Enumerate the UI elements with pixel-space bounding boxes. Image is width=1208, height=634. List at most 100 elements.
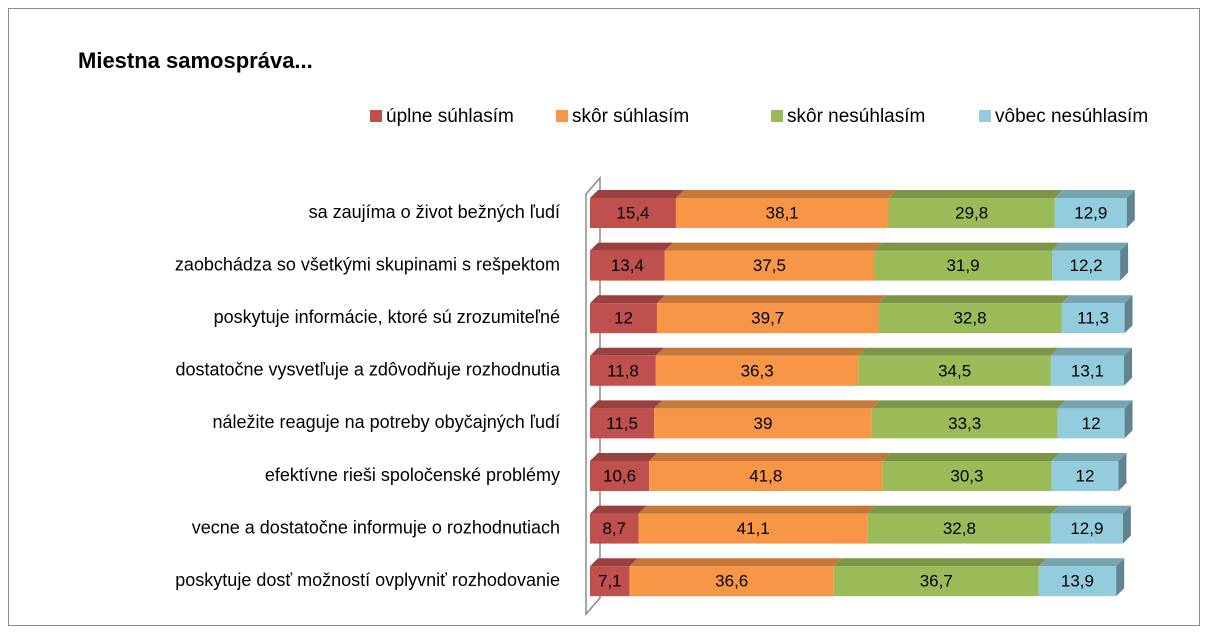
value-label: 13,1 (1071, 361, 1104, 380)
bar (590, 513, 639, 544)
bar-top (874, 242, 1061, 251)
value-label: 8,7 (602, 519, 626, 538)
value-label: 11,3 (1077, 309, 1109, 328)
category-label: efektívne rieši spoločenské problémy (265, 465, 560, 485)
bar-top (664, 242, 883, 251)
back-wall (585, 176, 601, 616)
bar (1057, 408, 1125, 439)
bar (1061, 303, 1125, 334)
category-label: poskytuje dosť možností ovplyvniť rozhod… (175, 570, 560, 590)
bar-top (654, 400, 880, 409)
value-label: 12 (614, 309, 633, 328)
bar (874, 250, 1053, 281)
value-label: 13,4 (611, 256, 644, 275)
bar-top (629, 558, 842, 567)
bar (654, 408, 872, 439)
bar (867, 513, 1051, 544)
bar (656, 303, 879, 334)
bar (1052, 250, 1121, 281)
bar (590, 198, 676, 228)
bar-side (1124, 400, 1133, 439)
bar-top (867, 505, 1059, 514)
bar-top (656, 295, 887, 304)
value-label: 15,4 (616, 203, 649, 222)
bar-side (1116, 558, 1125, 597)
value-label: 39,7 (751, 309, 784, 328)
category-label: sa zaujíma o život bežných ľudí (309, 202, 560, 222)
bar (1054, 198, 1127, 228)
bar (1050, 513, 1123, 544)
value-label: 12 (1082, 414, 1101, 433)
legend-swatch (370, 110, 382, 122)
bar-top (590, 453, 658, 461)
value-label: 7,1 (598, 572, 622, 591)
value-label: 37,5 (753, 256, 786, 275)
bar (590, 355, 656, 386)
bar-side (1124, 295, 1133, 334)
bar (590, 461, 650, 491)
bar-side (1120, 242, 1129, 281)
value-label: 33,3 (948, 414, 981, 433)
bar (1050, 355, 1125, 386)
bar (590, 250, 665, 281)
bar-side (1126, 190, 1135, 228)
legend-swatch (979, 110, 991, 122)
bar (675, 198, 889, 228)
value-label: 36,3 (741, 361, 774, 380)
bar-top (590, 295, 665, 304)
bar-top (590, 505, 647, 514)
value-label: 39 (754, 414, 773, 433)
bar-top (1061, 295, 1133, 304)
bar (590, 566, 630, 597)
category-label: zaobchádza so všetkými skupinami s rešpe… (175, 254, 560, 274)
bar-top (590, 190, 684, 198)
bar-top (590, 558, 638, 567)
bar-top (675, 190, 897, 198)
bar (871, 408, 1058, 439)
value-label: 13,9 (1061, 572, 1094, 591)
value-label: 11,8 (607, 361, 639, 380)
bar-top (871, 400, 1066, 409)
bar (1051, 461, 1119, 491)
value-label: 10,6 (603, 466, 636, 485)
bar-top (1051, 453, 1127, 461)
bar-top (1054, 190, 1135, 198)
value-label: 36,6 (715, 572, 748, 591)
legend-label: vôbec nesúhlasím (995, 106, 1148, 127)
value-label: 36,7 (920, 572, 953, 591)
bar-top (1057, 400, 1133, 409)
legend-swatch (556, 110, 568, 122)
bar-top (1050, 505, 1131, 514)
bar (882, 461, 1052, 491)
category-label: vecne a dostatočne informuje o rozhodnut… (192, 517, 560, 537)
bar-top (649, 453, 891, 461)
bar (590, 408, 655, 439)
value-label: 12,2 (1070, 256, 1103, 275)
category-label: náležite reaguje na potreby obyčajných ľ… (213, 412, 560, 432)
value-label: 32,8 (943, 519, 976, 538)
bar-side (1124, 347, 1133, 386)
bar-side (1122, 505, 1131, 544)
value-label: 41,8 (749, 466, 782, 485)
bar-top (882, 453, 1060, 461)
bar-side (1118, 453, 1127, 491)
value-label: 41,1 (737, 519, 770, 538)
bar-top (1038, 558, 1125, 567)
bar-top (590, 347, 664, 356)
value-label: 38,1 (766, 203, 799, 222)
value-label: 12 (1075, 466, 1094, 485)
bar (638, 513, 868, 544)
bar-top (638, 505, 876, 514)
legend-label: skôr nesúhlasím (787, 106, 925, 127)
value-label: 31,9 (946, 256, 979, 275)
value-label: 11,5 (606, 414, 638, 433)
legend-label: skôr súhlasím (572, 106, 689, 127)
category-label: dostatočne vysvetľuje a zdôvodňuje rozho… (175, 360, 560, 380)
bar (655, 355, 859, 386)
bar-top (878, 295, 1070, 304)
bar-top (590, 400, 663, 409)
bar-top (1052, 242, 1129, 251)
value-label: 34,5 (938, 361, 971, 380)
bar (664, 250, 875, 281)
